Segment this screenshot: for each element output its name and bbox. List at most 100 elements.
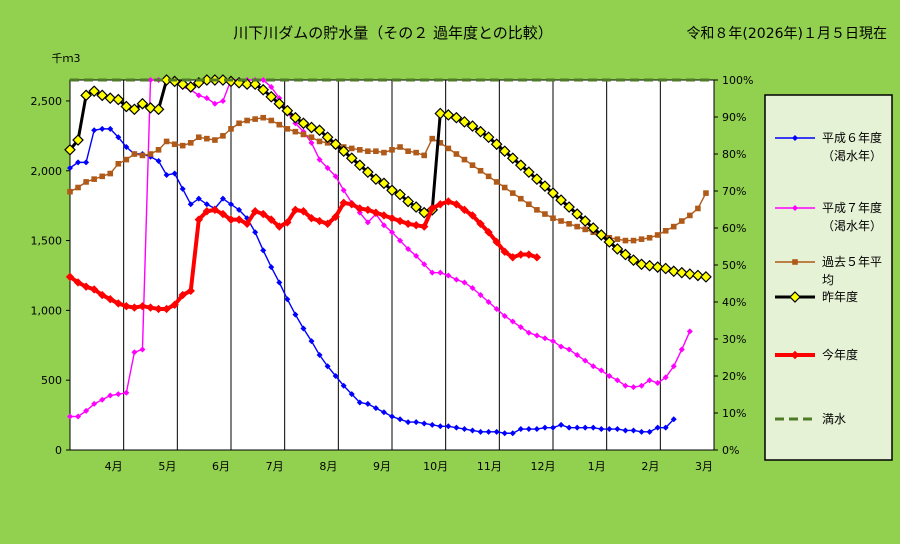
data-point	[204, 135, 210, 142]
data-point	[242, 219, 252, 229]
data-point	[574, 352, 581, 359]
data-point	[99, 396, 106, 403]
data-point	[411, 221, 421, 230]
data-point	[83, 179, 89, 185]
data-point	[667, 265, 680, 278]
data-point	[622, 382, 629, 389]
data-point	[566, 424, 573, 431]
data-point	[550, 215, 556, 222]
data-point	[590, 424, 597, 431]
y-tick-label: 2,000	[31, 165, 63, 178]
data-point	[518, 195, 524, 202]
data-point	[405, 148, 411, 155]
data-point	[670, 223, 677, 230]
data-point	[387, 214, 397, 223]
data-point	[308, 139, 315, 146]
data-point	[315, 216, 324, 226]
data-point	[675, 266, 688, 279]
data-point	[284, 126, 291, 132]
data-point	[403, 219, 413, 229]
data-point	[281, 104, 294, 117]
data-point	[679, 218, 685, 224]
data-point	[268, 117, 275, 124]
data-point	[152, 103, 165, 116]
data-point	[241, 78, 253, 91]
data-point	[297, 117, 310, 130]
data-point	[379, 211, 389, 220]
data-point	[397, 144, 403, 150]
data-point	[516, 250, 525, 259]
data-point	[211, 100, 218, 107]
data-point	[123, 144, 130, 151]
data-point	[283, 218, 292, 227]
data-point	[356, 399, 363, 406]
data-point	[219, 97, 226, 104]
data-point	[646, 428, 653, 435]
data-point	[107, 170, 114, 177]
data-point	[792, 259, 798, 265]
data-point	[236, 206, 243, 213]
data-point	[268, 264, 275, 271]
data-point	[469, 162, 476, 168]
data-point	[638, 382, 645, 389]
data-point	[500, 247, 509, 256]
data-point	[80, 89, 92, 102]
data-point	[461, 279, 468, 286]
data-point	[477, 167, 484, 174]
data-point	[579, 215, 592, 227]
data-point	[130, 303, 139, 312]
data-point	[194, 215, 203, 224]
data-point	[313, 124, 326, 137]
x-tick-label: 3月	[695, 460, 713, 473]
data-point	[611, 243, 624, 255]
data-point	[389, 413, 395, 420]
data-point	[654, 424, 661, 431]
x-tick-label: 11月	[477, 460, 502, 473]
data-point	[308, 338, 315, 345]
data-point	[203, 95, 210, 102]
data-point	[106, 295, 115, 304]
data-point	[397, 237, 404, 244]
data-point	[670, 363, 677, 370]
data-point	[163, 171, 170, 178]
series-group	[64, 74, 714, 437]
data-point	[458, 116, 471, 128]
data-point	[128, 103, 141, 116]
data-point	[249, 78, 261, 91]
data-point	[195, 92, 202, 99]
data-point	[437, 269, 444, 276]
data-point	[386, 184, 398, 197]
data-point	[339, 198, 348, 208]
data-point	[139, 346, 146, 353]
data-point	[115, 134, 122, 141]
data-point	[485, 428, 492, 435]
data-point	[332, 173, 339, 180]
data-point	[453, 424, 460, 431]
y2-tick-label: 20%	[722, 370, 746, 383]
data-point	[566, 346, 573, 353]
data-point	[550, 338, 556, 345]
data-point	[421, 261, 428, 268]
data-point	[501, 430, 508, 437]
data-point	[88, 85, 100, 98]
data-point	[429, 269, 436, 276]
data-point	[603, 236, 616, 248]
data-point	[429, 421, 436, 428]
x-tick-label: 9月	[373, 460, 391, 473]
chart-title: 川下川ダムの貯水量（その２ 過年度との比較）	[233, 24, 553, 42]
data-point	[259, 209, 268, 219]
data-point	[700, 271, 712, 283]
data-point	[662, 424, 669, 431]
data-point	[646, 234, 653, 241]
data-point	[292, 311, 299, 318]
data-point	[99, 125, 106, 132]
data-point	[115, 160, 122, 167]
data-point	[122, 301, 131, 311]
x-tick-label: 1月	[588, 460, 606, 473]
data-point	[362, 166, 374, 178]
data-point	[91, 400, 98, 407]
data-point	[260, 77, 267, 83]
data-point	[482, 131, 495, 144]
data-point	[428, 204, 437, 213]
